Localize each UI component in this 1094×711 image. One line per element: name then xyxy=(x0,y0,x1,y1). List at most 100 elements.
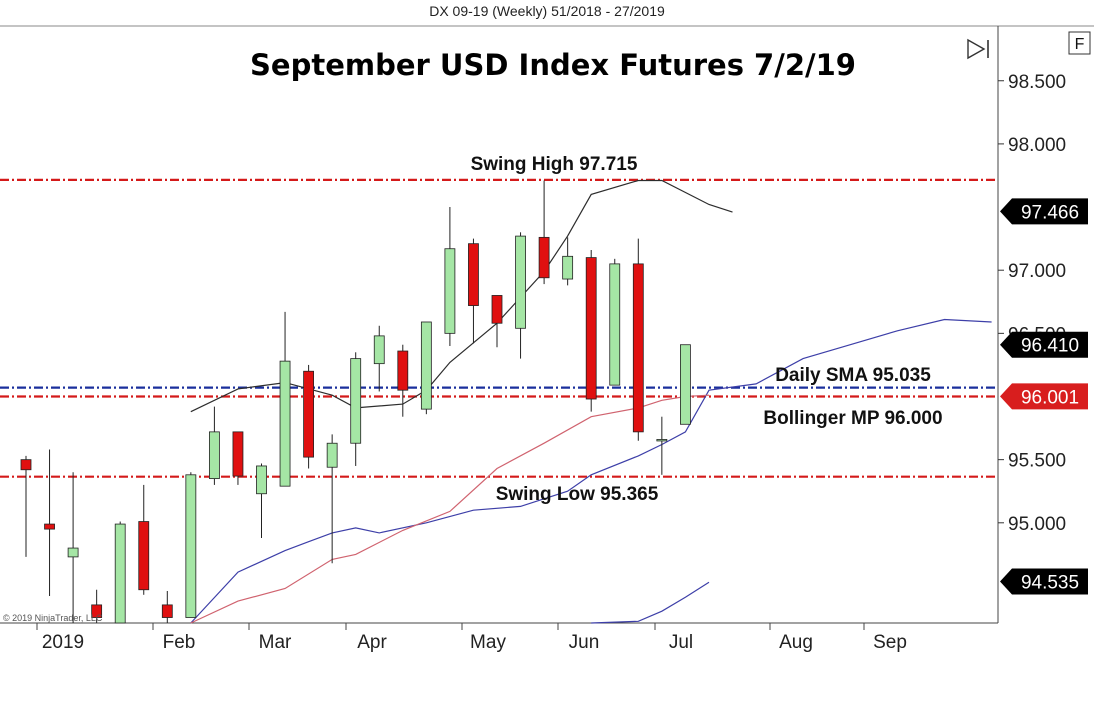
candle-2018-12-24 xyxy=(44,449,55,597)
candle-2019-04-08 xyxy=(397,344,409,417)
candle-2019-06-03 xyxy=(585,249,597,412)
x-tick-label: 2019 xyxy=(42,632,84,653)
candle-body xyxy=(373,335,385,365)
candle-body xyxy=(185,474,197,618)
candle-2019-01-21 xyxy=(138,484,150,595)
copyright-text: © 2019 NinjaTrader, LLC xyxy=(3,613,103,623)
indicator-line-1 xyxy=(190,318,992,624)
candles xyxy=(20,180,691,624)
price-tag-bg xyxy=(1000,198,1088,225)
skip-to-end-icon[interactable] xyxy=(967,38,989,60)
level-label: Swing High 97.715 xyxy=(471,154,638,175)
candle-2019-06-17 xyxy=(632,238,644,441)
price-tag-label: 94.535 xyxy=(1021,573,1079,594)
level-labels: Swing High 97.715 Daily SMA 95.035 Bolling… xyxy=(471,154,943,505)
x-axis: 2019 Feb Mar Apr May Jun Jul Aug Sep xyxy=(36,623,907,653)
candle-body xyxy=(397,350,409,391)
candle-2019-05-27 xyxy=(562,237,574,286)
price-tag: 96.410 xyxy=(1000,331,1088,358)
candle-2019-03-04 xyxy=(279,311,291,487)
x-tick-label: Feb xyxy=(163,632,196,653)
indicator-line-0 xyxy=(190,179,733,413)
x-tick-label: May xyxy=(470,632,506,653)
price-tag: 96.001 xyxy=(1000,383,1088,410)
candle-body xyxy=(44,523,55,530)
candle-body xyxy=(680,344,691,425)
price-tag-bg xyxy=(1000,568,1088,595)
candle-body xyxy=(208,431,220,479)
level-label: Swing Low 95.365 xyxy=(496,484,659,505)
candle-body xyxy=(609,263,621,386)
candle-body xyxy=(420,321,432,410)
candle-2019-04-22 xyxy=(444,207,456,346)
y-tick-label: 97.000 xyxy=(1008,261,1066,282)
x-tick-label: Mar xyxy=(259,632,292,653)
candle-2019-03-18 xyxy=(326,434,338,564)
y-tick-label: 98.000 xyxy=(1008,135,1066,156)
candle-2019-06-24 xyxy=(656,416,668,475)
candle-body xyxy=(656,439,668,442)
candle-body xyxy=(138,521,150,591)
x-tick-label: Apr xyxy=(357,632,387,653)
candle-2019-07-01 xyxy=(680,344,691,425)
y-tick-label: 95.500 xyxy=(1008,451,1066,472)
price-tag-bg xyxy=(1000,383,1088,410)
candle-2019-04-15 xyxy=(420,321,432,415)
candle-body xyxy=(632,263,644,433)
format-button-label: F xyxy=(1075,36,1085,53)
candle-body xyxy=(114,523,126,624)
candle-body xyxy=(538,236,550,279)
indicator-line-3 xyxy=(591,581,710,624)
candle-2018-12-31 xyxy=(67,472,79,623)
x-tick-label: Jun xyxy=(569,632,600,653)
candle-2019-05-13 xyxy=(515,232,526,359)
candle-2018-12-17 xyxy=(20,455,32,557)
chart-header: DX 09-19 (Weekly) 51/2018 - 27/2019 xyxy=(429,3,665,19)
candle-2019-02-18 xyxy=(232,431,244,485)
candle-2019-01-14 xyxy=(114,521,126,624)
candle-body xyxy=(585,257,597,400)
candle-body xyxy=(232,431,244,477)
y-tick-label: 95.000 xyxy=(1008,514,1066,535)
candle-2019-03-11 xyxy=(303,364,315,469)
price-tag: 97.466 xyxy=(1000,198,1088,225)
candle-body xyxy=(161,604,173,618)
candle-body xyxy=(20,459,32,471)
level-label: Daily SMA 95.035 xyxy=(775,365,931,386)
level-label: Bollinger MP 96.000 xyxy=(763,408,942,429)
candle-body xyxy=(515,235,526,329)
candle-2019-04-29 xyxy=(468,238,479,344)
candle-body xyxy=(91,604,103,618)
indicator-line-2 xyxy=(190,394,710,624)
candle-body xyxy=(562,255,574,280)
candle-2019-05-20 xyxy=(538,180,550,285)
candle-2019-05-06 xyxy=(491,295,503,348)
candle-2019-04-01 xyxy=(373,325,385,392)
candle-body xyxy=(350,358,362,444)
candle-body xyxy=(468,243,479,306)
level-lines xyxy=(0,178,998,478)
format-button[interactable]: F xyxy=(1068,31,1091,55)
candle-2019-02-11 xyxy=(208,406,220,485)
candle-2019-03-25 xyxy=(350,352,362,466)
candle-2019-01-28 xyxy=(161,591,173,623)
price-tag-bg xyxy=(1000,331,1088,358)
candle-body xyxy=(491,295,503,324)
candle-body xyxy=(326,442,338,468)
price-tags: 97.466 96.410 96.001 94.535 xyxy=(1000,198,1088,595)
price-tag-label: 97.466 xyxy=(1021,202,1079,223)
y-tick-label: 98.500 xyxy=(1008,72,1066,93)
candle-body xyxy=(444,248,456,334)
candle-body xyxy=(67,547,79,558)
candle-2019-02-25 xyxy=(256,463,267,538)
x-tick-label: Aug xyxy=(779,632,813,653)
candle-body xyxy=(303,370,315,458)
price-tag-label: 96.001 xyxy=(1021,387,1079,408)
x-tick-label: Sep xyxy=(873,632,907,653)
candle-body xyxy=(279,360,291,487)
price-tag: 94.535 xyxy=(1000,568,1088,595)
x-tick-label: Jul xyxy=(669,632,693,653)
candle-2019-02-04 xyxy=(185,472,197,618)
